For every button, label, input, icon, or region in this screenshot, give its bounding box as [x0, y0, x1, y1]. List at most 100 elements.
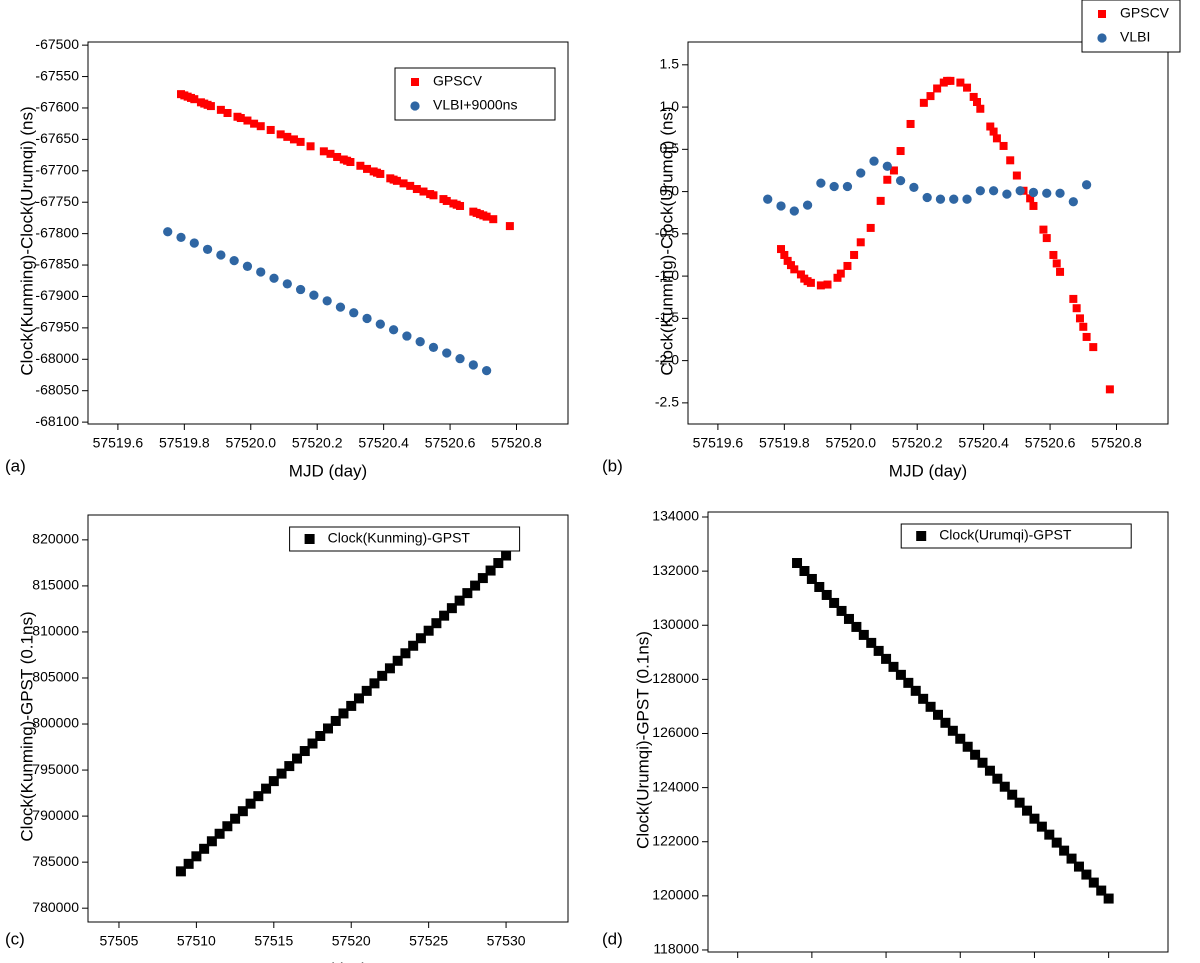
x-tick-label: 57515: [254, 933, 293, 949]
point: [1055, 188, 1065, 198]
point: [1029, 201, 1038, 210]
point: [442, 196, 451, 205]
point: [256, 122, 265, 131]
point: [456, 201, 465, 210]
point: [796, 270, 805, 279]
point: [363, 164, 372, 173]
point: [1069, 294, 1078, 303]
y-tick-label: -67650: [35, 130, 79, 146]
point: [989, 127, 998, 136]
point: [1042, 234, 1051, 243]
panel: 5750557510575155752057525575301180001200…: [602, 508, 1169, 963]
y-tick-label: -67850: [35, 256, 79, 272]
point: [789, 206, 799, 216]
x-tick-label: 57519.6: [693, 435, 744, 451]
point: [470, 580, 481, 591]
x-tick-label: 57520.2: [292, 435, 343, 451]
point: [1002, 189, 1012, 199]
point: [881, 653, 892, 664]
point: [306, 142, 315, 151]
point: [307, 738, 318, 749]
y-tick-label: 120000: [652, 887, 699, 903]
point: [777, 245, 786, 254]
y-tick-label: 815000: [32, 577, 79, 593]
point: [319, 147, 328, 156]
point: [1014, 797, 1025, 808]
point: [296, 137, 305, 146]
point: [392, 176, 401, 185]
y-tick-label: -2.5: [655, 394, 679, 410]
y-tick-label: -67750: [35, 193, 79, 209]
point: [408, 640, 419, 651]
point: [505, 222, 514, 231]
point: [189, 238, 199, 248]
point: [833, 273, 842, 282]
point: [1051, 837, 1062, 848]
point: [919, 98, 928, 107]
legend-swatch: [1097, 33, 1107, 43]
x-tick-label: 57520.0: [825, 435, 876, 451]
point: [895, 669, 906, 680]
y-axis-label: Clock(Kunming)-Clock(Urumqi) (ns): [657, 106, 676, 375]
x-axis-label: MJD (day): [289, 461, 367, 480]
y-tick-label: -67500: [35, 36, 79, 52]
point: [369, 678, 380, 689]
point: [970, 749, 981, 760]
point: [1068, 197, 1078, 207]
point: [489, 215, 498, 224]
plot-frame: [687, 41, 1169, 425]
legend-swatch: [916, 531, 927, 541]
point: [163, 227, 173, 237]
point: [362, 313, 372, 324]
y-tick-label: -67700: [35, 162, 79, 178]
point: [1044, 829, 1055, 840]
point: [377, 670, 388, 681]
x-tick-label: 57520: [332, 933, 371, 949]
y-tick-label: 122000: [652, 832, 699, 848]
point: [933, 84, 942, 93]
point: [289, 135, 298, 144]
point: [253, 791, 264, 802]
point: [412, 185, 421, 194]
legend-swatch: [1098, 10, 1106, 18]
y-tick-label: -67600: [35, 99, 79, 115]
point: [269, 273, 279, 283]
point: [485, 565, 496, 576]
x-tick-label: 57530: [487, 933, 526, 949]
x-tick-label: 57519.8: [159, 435, 210, 451]
legend-label: Clock(Urumqi)-GPST: [939, 527, 1072, 543]
point: [388, 325, 399, 335]
point: [190, 95, 199, 104]
y-tick-label: 1.5: [660, 56, 680, 72]
point: [910, 685, 921, 696]
point: [477, 573, 488, 584]
point: [895, 175, 906, 186]
point: [829, 181, 839, 192]
plot-frame: [707, 511, 1169, 953]
legend-label: GPSCV: [433, 73, 483, 89]
panel-label: (b): [602, 456, 623, 475]
point: [856, 238, 865, 247]
point: [786, 261, 795, 270]
point: [261, 783, 272, 794]
y-tick-label: 128000: [652, 670, 699, 686]
point: [986, 122, 995, 131]
legend-swatch: [411, 78, 419, 86]
point: [763, 194, 773, 204]
plot-frame: [87, 41, 569, 425]
point: [888, 661, 899, 672]
point: [1073, 861, 1084, 872]
point: [326, 149, 335, 158]
y-tick-label: -67900: [35, 287, 79, 303]
point: [216, 105, 225, 114]
point: [481, 365, 492, 376]
x-tick-label: 57520.2: [892, 435, 943, 451]
point: [1029, 813, 1040, 824]
y-tick-label: -67550: [35, 67, 79, 83]
legend-swatch: [304, 534, 315, 544]
point: [375, 319, 385, 329]
point: [984, 765, 995, 776]
point: [992, 773, 1003, 784]
point: [323, 723, 333, 734]
point: [869, 156, 879, 166]
